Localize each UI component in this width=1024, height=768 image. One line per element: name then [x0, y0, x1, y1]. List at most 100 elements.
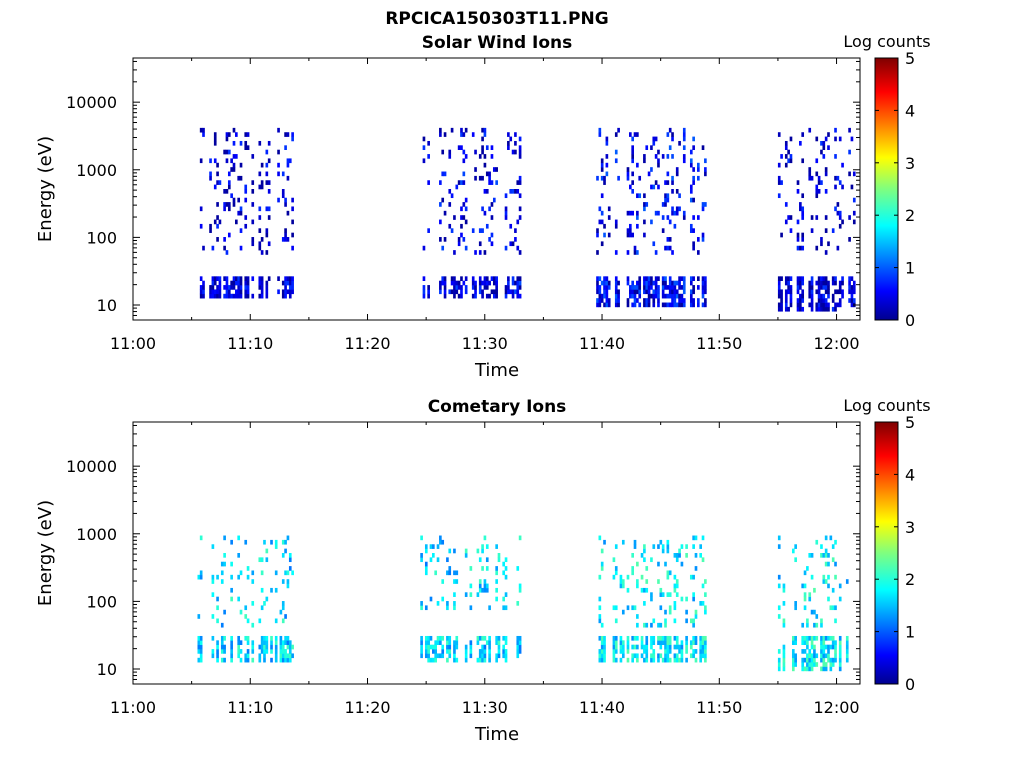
spectrogram-cell [507, 140, 510, 146]
spectrogram-cell [834, 206, 837, 212]
figure-title: RPCICA150303T11.PNG [385, 9, 608, 29]
spectrogram-cell [692, 136, 695, 142]
spectrogram-cell [277, 149, 280, 155]
spectrogram-cell [600, 548, 604, 554]
spectrogram-cell [232, 197, 236, 203]
spectrogram-cell [460, 232, 463, 238]
spectrogram-cell [617, 280, 620, 286]
spectrogram-cell [239, 276, 243, 281]
spectrogram-cell [789, 154, 793, 159]
spectrogram-cell [596, 276, 599, 281]
spectrogram-cell [614, 280, 618, 286]
spectrogram-cell [260, 649, 264, 654]
spectrogram-cell [799, 206, 802, 212]
spectrogram-cell [235, 280, 238, 286]
spectrogram-cell [239, 649, 243, 654]
spectrogram-cell [227, 180, 231, 185]
spectrogram-cell [495, 566, 498, 571]
spectrogram-cell [810, 280, 814, 286]
spectrogram-cell [777, 302, 781, 308]
spectrogram-cell [502, 635, 506, 641]
spectrogram-cell [643, 193, 646, 199]
spectrogram-cell [704, 635, 707, 641]
x-tick-label: 11:40 [579, 698, 625, 717]
spectrogram-cell [801, 298, 805, 303]
spectrogram-cell [701, 601, 705, 606]
spectrogram-cell [455, 640, 459, 645]
spectrogram-cell [633, 293, 637, 299]
spectrogram-cell [640, 653, 644, 659]
spectrogram-cell [209, 285, 212, 290]
spectrogram-cell [827, 644, 830, 650]
spectrogram-cell [612, 574, 616, 580]
spectrogram-cell [692, 241, 695, 247]
spectrogram-cell [689, 158, 693, 164]
spectrogram-cell [518, 193, 522, 199]
spectrogram-cell [834, 289, 837, 295]
spectrogram-cell [838, 653, 842, 659]
spectrogram-cell [429, 596, 433, 602]
colorbar [874, 421, 899, 685]
spectrogram-cell [225, 136, 229, 142]
spectrogram-cell [422, 158, 426, 164]
spectrogram-cell [820, 306, 823, 312]
spectrogram-cell [462, 149, 466, 155]
spectrogram-cell [692, 175, 695, 181]
spectrogram-cell [265, 280, 269, 286]
spectrogram-cell [230, 539, 233, 545]
spectrogram-cell [631, 570, 634, 576]
spectrogram-cell [652, 293, 656, 299]
spectrogram-cell [692, 167, 695, 172]
spectrogram-cell [699, 644, 703, 650]
spectrogram-cell [483, 280, 487, 286]
spectrogram-cell [836, 202, 840, 207]
spectrogram-cell [636, 250, 639, 255]
spectrogram-cell [808, 657, 812, 663]
spectrogram-cell [507, 276, 510, 281]
spectrogram-cell [600, 644, 604, 650]
spectrogram-cell [626, 175, 630, 181]
spectrogram-cell [633, 132, 637, 137]
spectrogram-cell [661, 640, 665, 645]
spectrogram-cell [230, 587, 233, 593]
spectrogram-cell [675, 206, 679, 212]
spectrogram-cell [511, 293, 515, 299]
spectrogram-cell [678, 649, 681, 654]
spectrogram-cell [848, 285, 851, 290]
spectrogram-cell [605, 293, 609, 299]
spectrogram-cell [441, 579, 445, 584]
spectrogram-cell [697, 250, 700, 255]
spectrogram-cell [258, 285, 262, 290]
spectrogram-cell [829, 535, 833, 541]
spectrogram-cell [284, 570, 287, 576]
spectrogram-cell [483, 649, 487, 654]
spectrogram-cell [265, 548, 269, 554]
spectrogram-cell [598, 206, 602, 212]
spectrogram-cell [787, 215, 790, 220]
spectrogram-cell [671, 189, 674, 194]
spectrogram-cell [448, 566, 452, 571]
spectrogram-cell [260, 180, 264, 185]
spectrogram-cell [612, 640, 616, 645]
spectrogram-cell [439, 640, 442, 645]
spectrogram-cell [453, 250, 456, 255]
spectrogram-cell [673, 302, 677, 308]
spectrogram-cell [815, 289, 819, 295]
spectrogram-cell [777, 666, 781, 672]
spectrogram-cell [801, 276, 805, 281]
spectrogram-cell [834, 306, 837, 312]
spectrogram-cell [824, 189, 828, 194]
colorbar-tick-label: 2 [905, 570, 915, 589]
spectrogram-cell [434, 657, 437, 663]
spectrogram-cell [704, 202, 707, 207]
spectrogram-cell [598, 293, 602, 299]
spectrogram-cell [481, 175, 484, 181]
spectrogram-cell [661, 276, 665, 281]
spectrogram-cell [448, 644, 452, 650]
spectrogram-cell [251, 644, 255, 650]
spectrogram-cell [673, 298, 677, 303]
spectrogram-cell [652, 136, 656, 142]
spectrogram-cell [682, 289, 686, 295]
spectrogram-cell [216, 653, 219, 659]
spectrogram-cell [845, 640, 849, 645]
